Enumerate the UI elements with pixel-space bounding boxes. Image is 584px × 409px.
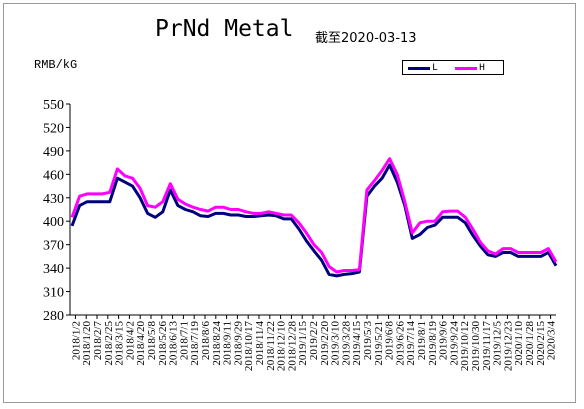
- y-tick-label: 520: [43, 121, 64, 136]
- y-tick-label: 460: [43, 168, 64, 183]
- series-line-l: [72, 165, 556, 276]
- y-tick-label: 340: [43, 262, 64, 277]
- y-tick-label: 370: [43, 239, 64, 254]
- y-tick-label: 430: [43, 192, 64, 207]
- axes: [66, 104, 556, 319]
- x-tick-label: 2020/3/4: [546, 321, 558, 361]
- y-tick-label: 280: [43, 309, 64, 324]
- series-line-h: [72, 159, 556, 272]
- y-tick-label: 550: [43, 98, 64, 113]
- series-lines: [72, 159, 556, 276]
- y-tick-labels: 280 310 340 370 400 430 460 490 520 550: [43, 98, 64, 324]
- y-tick-label: 400: [43, 215, 64, 230]
- x-tick-labels: 2018/1/22018/1/202018/2/72018/2/252018/3…: [70, 321, 557, 372]
- y-tick-label: 310: [43, 286, 64, 301]
- y-tick-label: 490: [43, 145, 64, 160]
